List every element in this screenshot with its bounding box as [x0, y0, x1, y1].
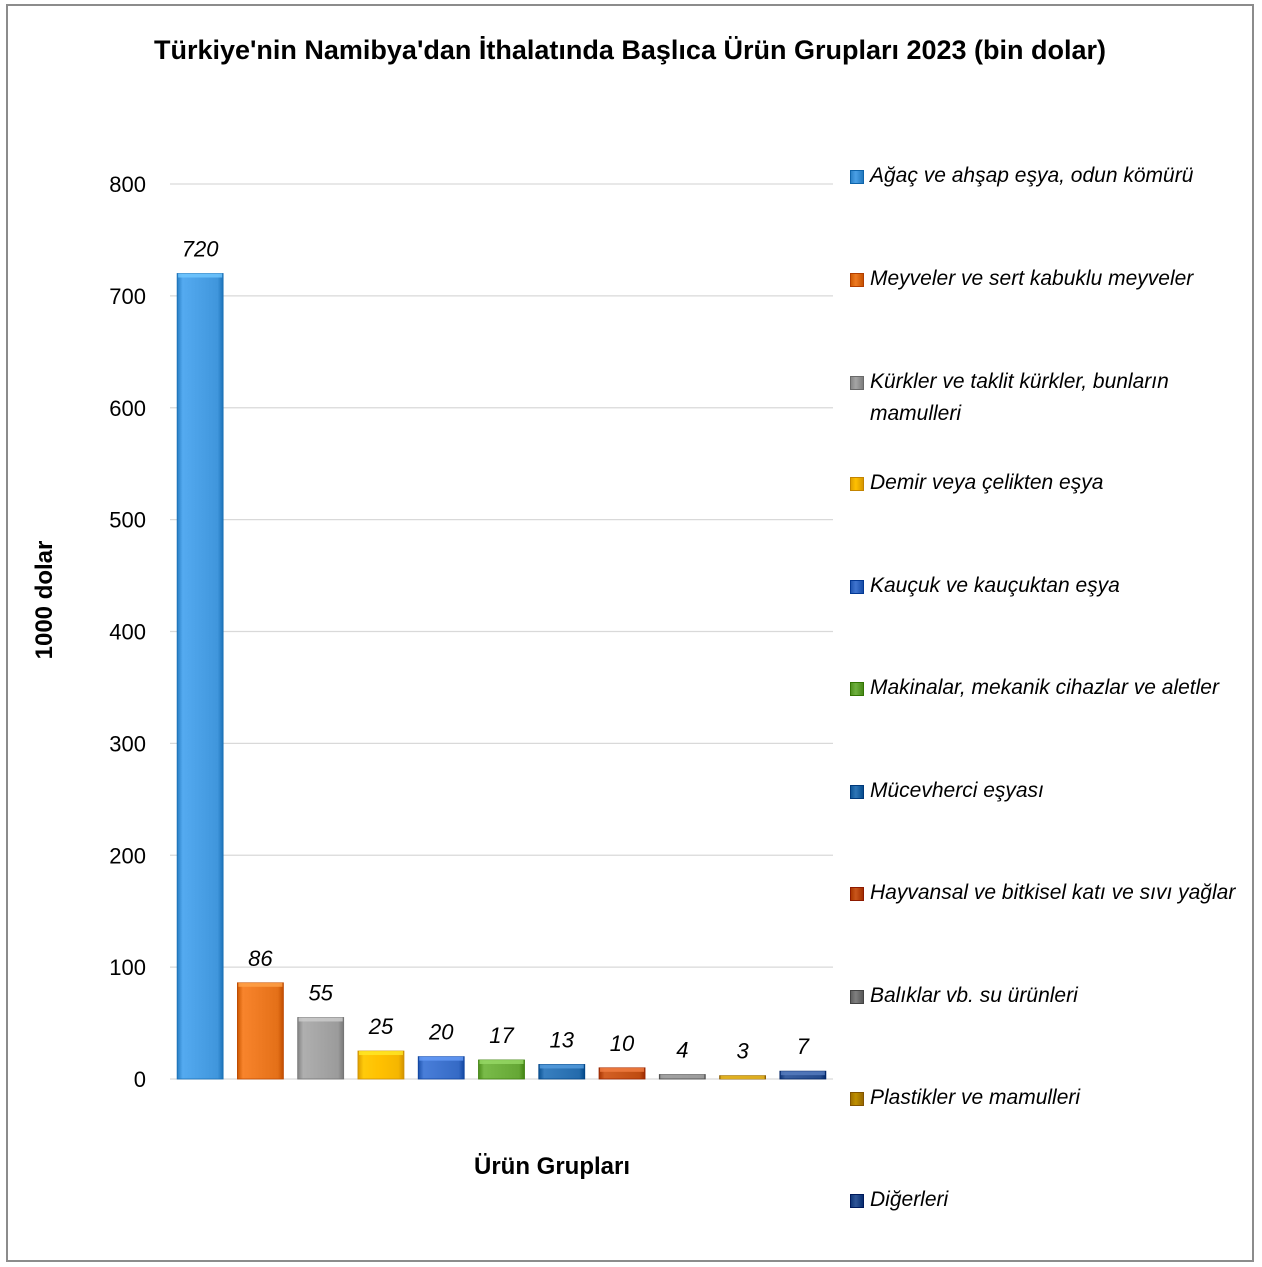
- data-label: 86: [248, 946, 273, 971]
- bar-highlight: [600, 1068, 644, 1072]
- legend-label: Hayvansal ve bitkisel katı ve sıvı yağla…: [846, 877, 1246, 909]
- legend-swatch: [850, 785, 864, 799]
- y-axis-label: 1000 dolar: [31, 541, 59, 660]
- legend-label: Plastikler ve mamulleri: [846, 1082, 1246, 1114]
- bar-highlight: [419, 1057, 463, 1061]
- y-tick-label: 200: [109, 843, 146, 868]
- legend-label: Mücevherci eşyası: [846, 775, 1246, 807]
- legend-label: Kauçuk ve kauçuktan eşya: [846, 570, 1246, 602]
- legend-swatch: [850, 1092, 864, 1106]
- bar-highlight: [178, 274, 222, 278]
- y-tick-label: 500: [109, 508, 146, 533]
- y-tick-label: 300: [109, 731, 146, 756]
- bar-highlight: [660, 1075, 704, 1079]
- y-tick-label: 100: [109, 955, 146, 980]
- legend-label: Makinalar, mekanik cihazlar ve aletler: [846, 672, 1246, 704]
- legend-swatch: [850, 170, 864, 184]
- legend-item: Ağaç ve ahşap eşya, odun kömürü: [846, 160, 1246, 192]
- legend-swatch: [850, 273, 864, 287]
- legend-item: Makinalar, mekanik cihazlar ve aletler: [846, 672, 1246, 704]
- bar-highlight: [781, 1071, 825, 1075]
- bar-highlight: [540, 1064, 584, 1068]
- data-label: 17: [489, 1023, 514, 1048]
- legend-label: Kürkler ve taklit kürkler, bunların mamu…: [846, 366, 1246, 430]
- data-label: 3: [736, 1039, 749, 1064]
- data-label: 7: [797, 1034, 810, 1059]
- data-label: 13: [550, 1027, 575, 1052]
- legend-item: Hayvansal ve bitkisel katı ve sıvı yağla…: [846, 877, 1246, 909]
- legend-swatch: [850, 990, 864, 1004]
- data-label: 4: [676, 1038, 688, 1063]
- legend-item: Meyveler ve sert kabuklu meyveler: [846, 263, 1246, 295]
- y-tick-label: 0: [134, 1067, 146, 1092]
- data-label: 720: [182, 237, 219, 262]
- legend-item: Demir veya çelikten eşya: [846, 467, 1246, 499]
- bar-highlight: [480, 1060, 524, 1064]
- bar: [237, 983, 283, 1079]
- legend-swatch: [850, 887, 864, 901]
- legend-label: Balıklar vb. su ürünleri: [846, 980, 1246, 1012]
- bar-highlight: [721, 1076, 765, 1079]
- legend-swatch: [850, 682, 864, 696]
- legend-item: Kürkler ve taklit kürkler, bunların mamu…: [846, 366, 1246, 430]
- data-label: 25: [368, 1014, 394, 1039]
- legend-label: Demir veya çelikten eşya: [846, 467, 1246, 499]
- bar: [298, 1017, 344, 1079]
- legend-label: Diğerleri: [846, 1184, 1246, 1216]
- bar: [177, 274, 223, 1080]
- data-label: 55: [308, 980, 333, 1005]
- legend-item: Balıklar vb. su ürünleri: [846, 980, 1246, 1012]
- legend-label: Meyveler ve sert kabuklu meyveler: [846, 263, 1246, 295]
- y-tick-label: 700: [109, 284, 146, 309]
- y-tick-label: 400: [109, 620, 146, 645]
- x-axis-label: Ürün Grupları: [474, 1153, 630, 1181]
- legend-label: Ağaç ve ahşap eşya, odun kömürü: [846, 160, 1246, 192]
- data-label: 10: [610, 1031, 635, 1056]
- legend-swatch: [850, 580, 864, 594]
- y-tick-label: 600: [109, 396, 146, 421]
- legend-swatch: [850, 477, 864, 491]
- bar-highlight: [359, 1051, 403, 1055]
- legend-swatch: [850, 1194, 864, 1208]
- bar-highlight: [299, 1017, 343, 1021]
- data-label: 20: [428, 1020, 454, 1045]
- y-tick-label: 800: [109, 172, 146, 197]
- bar-highlight: [238, 983, 282, 987]
- legend-item: Plastikler ve mamulleri: [846, 1082, 1246, 1114]
- legend-swatch: [850, 376, 864, 390]
- legend-item: Mücevherci eşyası: [846, 775, 1246, 807]
- bar: [358, 1051, 404, 1079]
- legend-item: Kauçuk ve kauçuktan eşya: [846, 570, 1246, 602]
- legend-item: Diğerleri: [846, 1184, 1246, 1216]
